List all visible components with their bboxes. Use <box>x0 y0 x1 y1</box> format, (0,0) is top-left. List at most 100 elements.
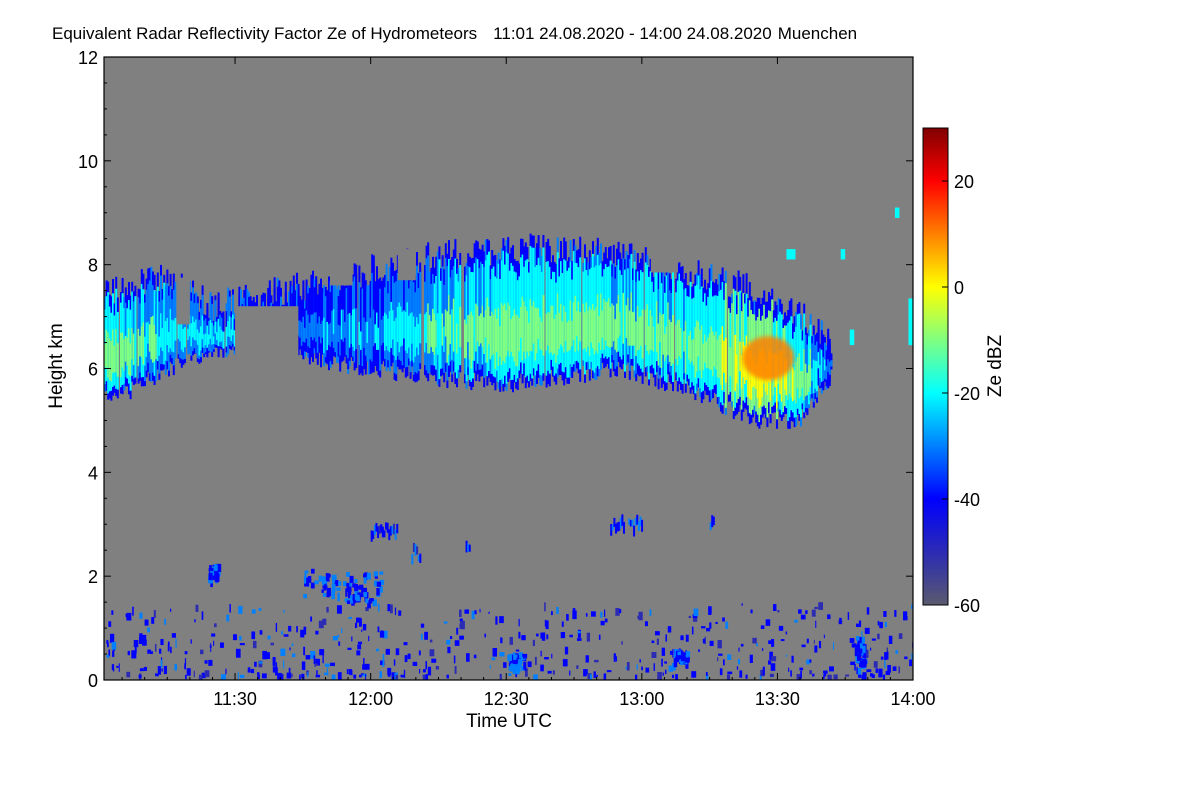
x-tick-label: 13:30 <box>755 689 800 709</box>
drizzle-speck <box>425 674 429 680</box>
echo-column-peak <box>366 321 369 343</box>
drizzle-speck <box>356 617 361 623</box>
drizzle-speck <box>740 643 744 647</box>
echo-column-peak <box>214 321 217 334</box>
drizzle-speck <box>377 626 380 633</box>
drizzle-speck <box>839 617 842 624</box>
echo-column-peak <box>156 313 159 352</box>
drizzle-speck <box>226 614 230 622</box>
drizzle-speck <box>814 645 818 653</box>
drizzle-speck <box>347 647 352 650</box>
echo-column-peak <box>491 311 494 356</box>
drizzle-speck <box>319 649 325 656</box>
drizzle-cluster-cell <box>321 576 326 585</box>
echo-column-peak <box>737 330 740 387</box>
isolated-echo <box>786 249 796 260</box>
echo-column-peak <box>347 314 350 359</box>
drizzle-cluster-cell <box>304 570 307 579</box>
drizzle-speck <box>621 641 623 645</box>
drizzle-cluster-cell <box>355 594 361 602</box>
drizzle-speck <box>153 609 156 618</box>
drizzle-speck <box>806 638 809 644</box>
fragment-cell <box>628 518 631 525</box>
drizzle-cluster-cell <box>677 651 681 656</box>
drizzle-speck <box>532 639 535 647</box>
fragment-cell <box>610 524 613 536</box>
echo-column-peak <box>217 318 220 347</box>
drizzle-speck <box>288 667 291 675</box>
isolated-echo <box>849 329 855 346</box>
drizzle-speck <box>644 621 648 627</box>
drizzle-speck <box>671 674 675 679</box>
fragment-cell <box>613 517 616 527</box>
echo-column-peak <box>824 359 826 371</box>
drizzle-speck <box>861 631 863 639</box>
drizzle-speck <box>134 644 137 654</box>
drizzle-speck <box>823 634 825 639</box>
echo-column-peak <box>584 312 586 349</box>
echo-column-peak <box>340 309 343 340</box>
drizzle-speck <box>651 640 655 644</box>
echo-column-peak <box>468 314 471 360</box>
drizzle-speck <box>283 634 289 637</box>
drizzle-speck <box>799 667 804 671</box>
echo-column-peak <box>478 315 481 347</box>
drizzle-speck <box>589 674 592 680</box>
fragment-cell <box>396 523 399 534</box>
drizzle-speck <box>833 674 838 680</box>
drizzle-speck <box>125 613 127 618</box>
drizzle-speck <box>337 672 342 680</box>
drizzle-speck <box>233 634 237 641</box>
drizzle-cluster-cell <box>367 600 371 609</box>
drizzle-speck <box>247 667 251 671</box>
drizzle-speck <box>418 650 421 656</box>
echo-column-peak <box>348 313 351 348</box>
echo-column-peak <box>440 313 442 357</box>
drizzle-speck <box>262 650 267 660</box>
drizzle-cluster-cell <box>349 575 354 583</box>
echo-column-peak <box>313 312 316 338</box>
echo-column-peak <box>424 314 426 353</box>
colorbar: -60 -40 -20 0 20 Ze dBZ <box>922 127 1006 616</box>
drizzle-speck <box>823 671 827 677</box>
echo-column-peak <box>828 361 831 375</box>
drizzle-speck <box>801 644 806 648</box>
drizzle-speck <box>761 648 764 651</box>
drizzle-speck <box>473 654 477 659</box>
reflectivity-peak <box>742 336 795 381</box>
echo-column-peak <box>179 320 182 342</box>
drizzle-speck <box>155 673 159 677</box>
echo-column-peak <box>107 332 110 378</box>
fragment-cell <box>636 514 639 525</box>
drizzle-speck <box>318 620 324 629</box>
drizzle-speck <box>856 666 858 675</box>
drizzle-speck <box>446 639 451 645</box>
drizzle-cluster-cell <box>376 581 382 587</box>
drizzle-cluster-cell <box>363 592 368 598</box>
drizzle-cluster-cell <box>510 663 513 672</box>
echo-column-peak <box>454 304 457 354</box>
drizzle-speck <box>762 666 765 676</box>
echo-column-peak <box>560 303 562 345</box>
echo-gap <box>329 243 353 286</box>
drizzle-speck <box>685 634 689 642</box>
drizzle-cluster-cell <box>352 593 356 601</box>
drizzle-speck <box>788 667 790 672</box>
drizzle-speck <box>827 674 832 680</box>
echo-column-peak <box>163 314 166 353</box>
echo-column-peak <box>611 303 614 347</box>
drizzle-speck <box>759 674 762 680</box>
drizzle-speck <box>252 640 257 649</box>
drizzle-speck <box>459 635 464 640</box>
echo-column-peak <box>169 308 172 349</box>
echo-column-peak <box>190 323 193 347</box>
echo-column-peak <box>502 305 505 361</box>
drizzle-cluster-cell <box>305 570 309 574</box>
drizzle-speck <box>692 618 698 622</box>
echo-column-peak <box>547 312 550 346</box>
drizzle-speck <box>791 655 794 663</box>
drizzle-speck <box>495 616 498 625</box>
drizzle-speck <box>854 664 856 671</box>
echo-column-peak <box>393 321 396 356</box>
drizzle-speck <box>850 661 856 666</box>
